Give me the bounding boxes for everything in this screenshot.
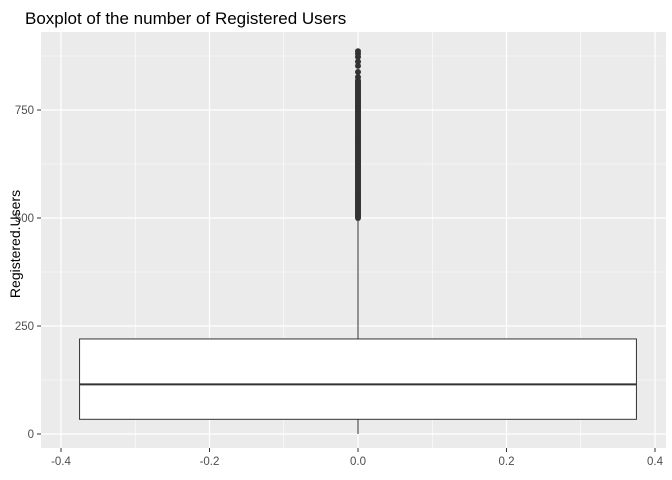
outlier-point	[355, 58, 361, 65]
y-tick-label: 500	[15, 213, 34, 225]
iqr-box	[79, 338, 637, 420]
y-tick-label: 750	[15, 105, 34, 117]
plot-area	[79, 48, 637, 434]
outlier-point	[355, 74, 361, 81]
x-tick-label: 0.2	[499, 456, 515, 468]
outlier-point	[355, 62, 361, 69]
x-tick-label: -0.2	[200, 456, 220, 468]
x-tick-label: 0.4	[647, 456, 664, 468]
y-tick-label: 250	[15, 321, 34, 333]
y-tick-label: 0	[28, 429, 34, 441]
x-axis: -0.4 -0.2 0.0 0.2 0.4	[51, 448, 664, 468]
outlier-point	[355, 48, 361, 55]
x-tick-label: 0.0	[350, 456, 366, 468]
y-axis: 0 250 500 750	[15, 105, 41, 441]
chart-title: Boxplot of the number of Registered User…	[25, 9, 346, 28]
y-axis-title: Registered.Users	[7, 190, 23, 298]
x-tick-label: -0.4	[51, 456, 71, 468]
outlier-point	[355, 68, 361, 75]
